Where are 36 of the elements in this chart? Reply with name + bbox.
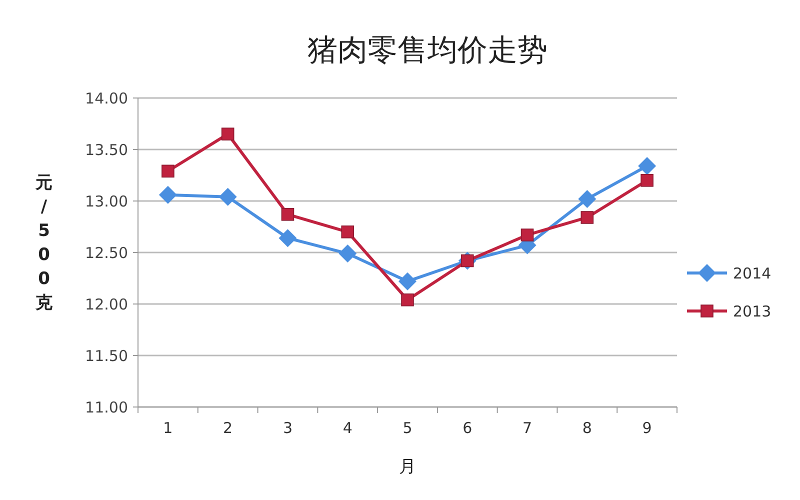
y-tick-label: 12.00 (85, 295, 128, 314)
x-tick-label: 5 (402, 419, 412, 437)
x-tick-label: 8 (582, 419, 592, 437)
x-tick-label: 6 (462, 419, 472, 437)
y-tick-label: 13.50 (85, 140, 128, 159)
x-tick-label: 2 (223, 419, 233, 437)
point (520, 228, 534, 242)
point (221, 128, 234, 140)
y-tick-label: 11.00 (85, 398, 128, 416)
point (398, 272, 416, 290)
x-tick-label: 7 (522, 419, 532, 437)
point (162, 164, 174, 178)
point (341, 226, 354, 238)
x-tick-label: 4 (342, 419, 352, 437)
point (338, 244, 357, 263)
y-tick-label: 14.00 (85, 89, 128, 108)
point (401, 293, 414, 306)
x-tick-label: 3 (282, 419, 292, 437)
y-tick-label: 13.00 (85, 192, 128, 210)
x-axis-title: 月 (399, 457, 416, 477)
point (278, 229, 297, 248)
legend-label: 2013 (733, 302, 772, 320)
point (580, 211, 594, 224)
chart-title: 猪肉零售均价走势 (308, 33, 548, 68)
y-tick-label: 11.50 (85, 346, 128, 365)
point (218, 188, 237, 206)
point (638, 156, 656, 175)
point (578, 190, 596, 208)
y-axis-title: 元/500克 (34, 173, 54, 313)
x-tick-label: 1 (163, 419, 173, 437)
point (158, 186, 177, 204)
legend-label: 2014 (733, 264, 772, 282)
x-tick-label: 9 (642, 419, 652, 437)
point (640, 174, 654, 187)
point (281, 208, 294, 221)
y-tick-label: 12.50 (85, 244, 128, 262)
